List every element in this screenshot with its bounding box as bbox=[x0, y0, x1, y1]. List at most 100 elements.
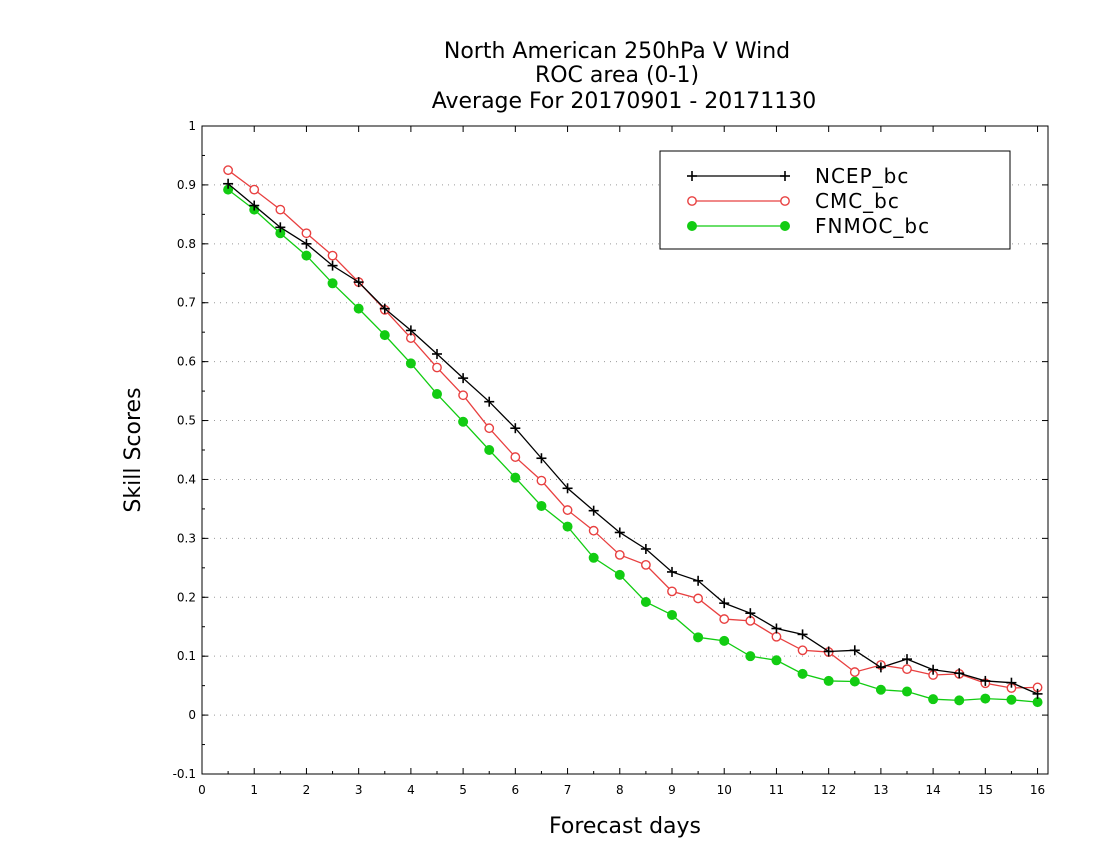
data-point bbox=[640, 559, 651, 570]
x-tick-label: 1 bbox=[250, 783, 258, 797]
title-line-2: ROC area (0-1) bbox=[535, 63, 699, 88]
x-axis-label: Forecast days bbox=[549, 814, 701, 839]
data-point bbox=[327, 278, 338, 289]
data-point bbox=[588, 525, 599, 536]
x-tick-label: 10 bbox=[717, 783, 732, 797]
x-tick-label: 7 bbox=[564, 783, 572, 797]
data-point bbox=[405, 325, 416, 336]
series-layer bbox=[223, 165, 1043, 708]
x-tick-label: 8 bbox=[616, 783, 624, 797]
y-axis-label: Skill Scores bbox=[121, 387, 146, 512]
x-tick-label: 3 bbox=[355, 783, 363, 797]
data-point bbox=[562, 505, 573, 515]
data-point bbox=[771, 623, 782, 634]
data-point bbox=[327, 260, 338, 271]
legend-label: NCEP_bc bbox=[815, 164, 909, 188]
data-point bbox=[1032, 688, 1043, 699]
data-point bbox=[1032, 697, 1043, 708]
data-point bbox=[301, 238, 312, 249]
data-point bbox=[902, 664, 912, 675]
data-point bbox=[458, 373, 469, 384]
series-line bbox=[227, 189, 1038, 703]
data-point bbox=[223, 165, 234, 176]
data-point bbox=[510, 423, 521, 434]
legend-marker bbox=[687, 196, 697, 206]
data-point bbox=[432, 348, 442, 359]
data-point bbox=[536, 453, 547, 464]
data-point bbox=[432, 389, 442, 400]
series-NCEP_bc bbox=[223, 178, 1043, 699]
legend-marker bbox=[780, 196, 790, 206]
x-tick-label: 6 bbox=[512, 783, 520, 797]
series-CMC_bc bbox=[223, 165, 1043, 693]
data-point bbox=[1006, 677, 1017, 688]
y-tick-label: -0.1 bbox=[173, 767, 196, 781]
x-tick-label: 9 bbox=[668, 783, 676, 797]
data-point bbox=[405, 358, 416, 369]
axis-ticks: -0.100.10.20.30.40.50.60.70.80.910 1 2 3 4 5 6… bbox=[173, 119, 1048, 797]
data-point bbox=[1006, 694, 1017, 705]
data-point bbox=[275, 204, 286, 215]
data-point bbox=[928, 664, 939, 675]
data-point bbox=[301, 250, 312, 261]
data-point bbox=[849, 645, 860, 656]
data-point bbox=[980, 693, 991, 704]
x-tick-label: 12 bbox=[821, 783, 836, 797]
data-point bbox=[928, 694, 939, 705]
data-point bbox=[223, 178, 234, 189]
data-point bbox=[902, 686, 912, 697]
y-tick-label: 0 bbox=[188, 708, 196, 722]
data-point bbox=[510, 472, 521, 483]
data-point bbox=[562, 483, 573, 494]
y-tick-label: 0.2 bbox=[177, 590, 196, 604]
y-tick-label: 0.8 bbox=[177, 237, 196, 251]
legend-box bbox=[659, 150, 1011, 250]
data-point bbox=[719, 635, 730, 646]
y-tick-label: 1 bbox=[188, 119, 196, 133]
data-point bbox=[719, 598, 730, 609]
data-point bbox=[797, 645, 808, 656]
data-point bbox=[693, 575, 704, 586]
data-point bbox=[667, 586, 677, 597]
legend-label: FNMOC_bc bbox=[815, 214, 930, 238]
data-point bbox=[249, 200, 260, 211]
data-point bbox=[353, 303, 364, 314]
data-point bbox=[484, 396, 495, 407]
data-point bbox=[980, 675, 991, 686]
legend-marker bbox=[687, 171, 697, 181]
data-point bbox=[902, 654, 912, 665]
data-point bbox=[771, 655, 782, 666]
y-tick-label: 0.5 bbox=[177, 414, 196, 428]
x-tick-label: 2 bbox=[303, 783, 311, 797]
data-point bbox=[693, 593, 704, 604]
legend-entry: FNMOC_bc bbox=[687, 214, 930, 238]
data-point bbox=[614, 549, 625, 560]
data-point bbox=[719, 614, 730, 624]
data-point bbox=[797, 668, 808, 679]
chart-title: North American 250hPa V Wind ROC area (0… bbox=[432, 39, 817, 114]
data-point bbox=[510, 452, 521, 462]
data-point bbox=[275, 222, 286, 233]
title-line-1: North American 250hPa V Wind bbox=[444, 39, 790, 64]
data-point bbox=[954, 668, 965, 679]
data-point bbox=[823, 675, 834, 686]
data-point bbox=[484, 423, 495, 434]
data-point bbox=[536, 475, 547, 486]
data-point bbox=[353, 277, 364, 288]
data-point bbox=[327, 250, 338, 261]
y-tick-label: 0.6 bbox=[177, 355, 196, 369]
data-point bbox=[745, 651, 756, 662]
data-point bbox=[588, 552, 599, 563]
data-point bbox=[379, 330, 390, 341]
data-point bbox=[875, 684, 886, 695]
y-tick-label: 0.4 bbox=[177, 472, 196, 486]
data-point bbox=[667, 609, 677, 620]
data-point bbox=[745, 608, 756, 619]
data-point bbox=[484, 445, 495, 455]
legend-label: CMC_bc bbox=[815, 189, 900, 213]
x-tick-label: 0 bbox=[198, 783, 206, 797]
title-line-3: Average For 20170901 - 20171130 bbox=[432, 89, 817, 114]
x-tick-label: 4 bbox=[407, 783, 415, 797]
data-point bbox=[588, 505, 599, 516]
